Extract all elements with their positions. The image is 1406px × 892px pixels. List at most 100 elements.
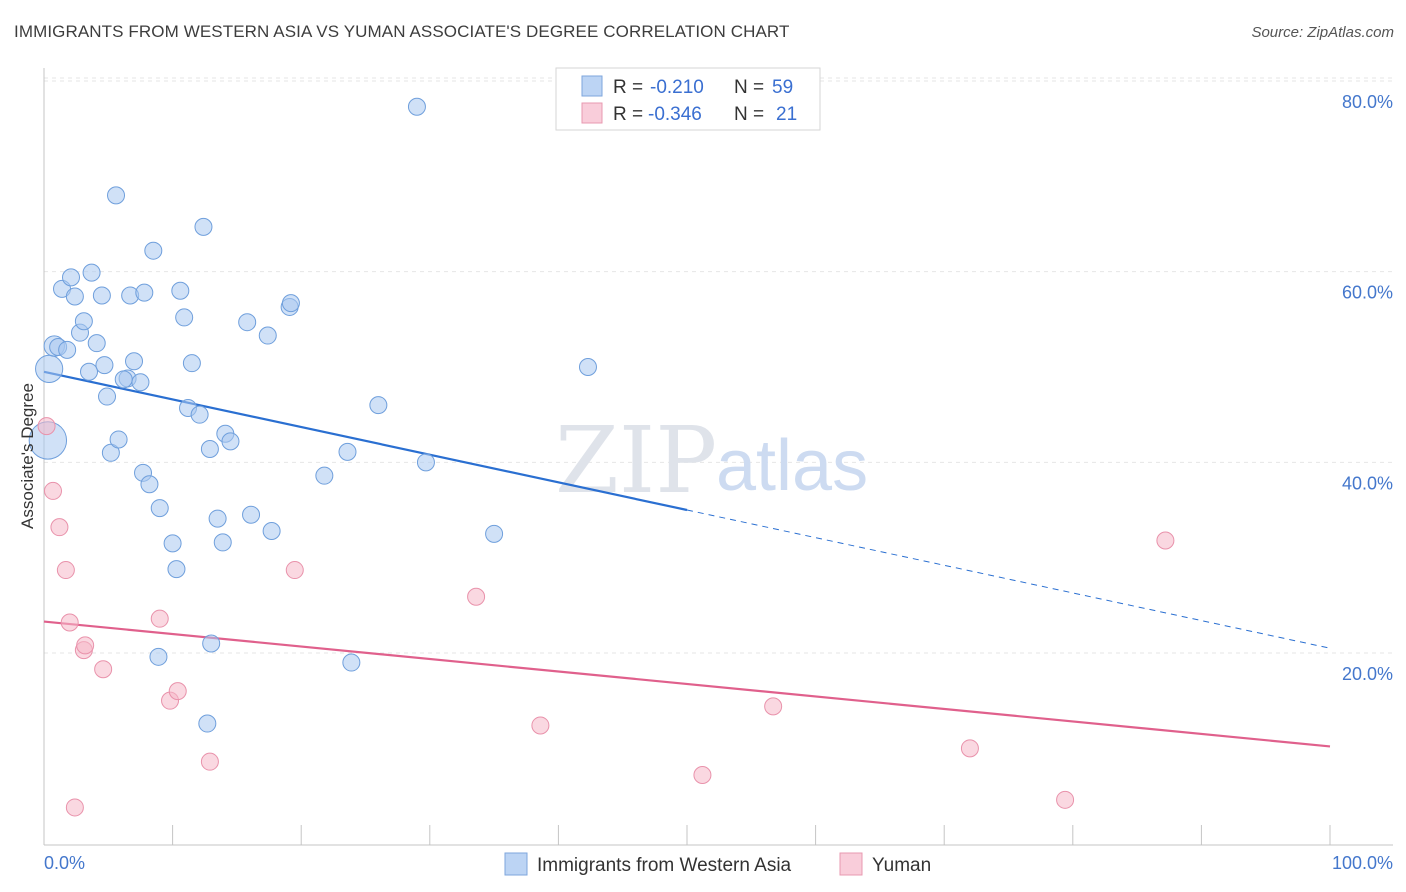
- point-western-asia-23: [131, 373, 150, 392]
- point-yuman-14: [467, 587, 486, 606]
- point-western-asia-50: [369, 396, 388, 415]
- point-yuman-11: [168, 682, 187, 701]
- series-legend-swatch-western-asia: [504, 852, 528, 876]
- point-yuman-2: [50, 518, 69, 537]
- point-yuman-5: [65, 798, 84, 817]
- legend-r-label-2: R =: [613, 104, 643, 125]
- point-western-asia-22: [114, 370, 133, 389]
- point-western-asia-45: [262, 521, 281, 540]
- point-western-asia-26: [140, 475, 159, 494]
- watermark-atlas: atlas: [716, 426, 868, 506]
- point-western-asia-49: [338, 442, 357, 461]
- point-western-asia-24: [135, 283, 154, 302]
- point-western-asia-17: [109, 430, 128, 449]
- point-western-asia-38: [208, 509, 227, 528]
- point-western-asia-58: [342, 653, 361, 672]
- point-yuman-13: [285, 561, 304, 580]
- point-western-asia-44: [258, 326, 277, 345]
- point-western-asia-7: [65, 287, 84, 306]
- point-western-asia-6: [62, 268, 81, 287]
- point-western-asia-29: [163, 534, 182, 553]
- legend-n-value-1: 59: [772, 77, 793, 98]
- legend-n-value-2: 21: [776, 104, 797, 125]
- point-yuman-3: [56, 561, 75, 580]
- trend-lines: [43, 370, 1331, 748]
- point-western-asia-55: [149, 647, 168, 666]
- y-tick-label-20: 20.0%: [1342, 664, 1393, 684]
- point-western-asia-15: [98, 387, 117, 406]
- legend-n-label-2: N =: [734, 104, 764, 125]
- point-western-asia-47: [281, 294, 300, 313]
- legend-swatch-yuman: [581, 102, 603, 124]
- y-tick-label-60: 60.0%: [1342, 283, 1393, 303]
- point-western-asia-18: [107, 186, 126, 205]
- legend-swatch-western-asia: [581, 75, 603, 97]
- point-western-asia-39: [213, 533, 232, 552]
- point-western-asia-52: [416, 453, 435, 472]
- point-western-asia-4: [58, 340, 77, 359]
- point-western-asia-30: [167, 560, 186, 579]
- point-yuman-9: [150, 609, 169, 628]
- point-western-asia-51: [407, 97, 426, 116]
- source-credit: Source: ZipAtlas.com: [1251, 24, 1394, 41]
- legend-r-label-1: R =: [613, 77, 643, 98]
- legend-r-value-2: -0.346: [648, 104, 702, 125]
- point-western-asia-41: [221, 432, 240, 451]
- point-western-asia-28: [150, 499, 169, 518]
- point-yuman-0: [37, 417, 56, 436]
- point-yuman-16: [693, 766, 712, 785]
- watermark-zip: ZIP: [555, 407, 717, 514]
- series-legend: Immigrants from Western Asia Yuman: [504, 852, 931, 876]
- y-tick-labels: 20.0% 40.0% 60.0% 80.0%: [1342, 92, 1393, 684]
- point-yuman-4: [60, 613, 79, 632]
- point-western-asia-14: [95, 356, 114, 375]
- point-yuman-12: [200, 752, 219, 771]
- point-yuman-19: [1056, 790, 1075, 809]
- point-yuman-8: [94, 660, 113, 679]
- point-western-asia-10: [80, 362, 99, 381]
- data-points: [28, 97, 1175, 817]
- point-yuman-7: [76, 636, 95, 655]
- point-western-asia-16: [101, 443, 120, 462]
- point-western-asia-57: [198, 714, 217, 733]
- point-western-asia-11: [82, 263, 101, 282]
- point-yuman-17: [764, 697, 783, 716]
- point-yuman-20: [1156, 531, 1175, 550]
- legend-r-value-1: -0.210: [650, 77, 704, 98]
- series-legend-label-western-asia: Immigrants from Western Asia: [537, 855, 792, 876]
- trend-line-0: [43, 370, 688, 512]
- point-western-asia-12: [87, 334, 106, 353]
- point-yuman-15: [531, 716, 550, 735]
- point-western-asia-54: [578, 358, 597, 376]
- series-legend-label-yuman: Yuman: [872, 855, 931, 876]
- point-western-asia-35: [190, 405, 209, 424]
- point-western-asia-13: [92, 286, 111, 305]
- point-western-asia-20: [125, 352, 144, 371]
- point-western-asia-43: [242, 505, 261, 524]
- point-western-asia-36: [194, 217, 213, 236]
- point-western-asia-34: [182, 354, 201, 373]
- point-western-asia-42: [238, 313, 257, 332]
- chart-title: IMMIGRANTS FROM WESTERN ASIA VS YUMAN AS…: [14, 22, 790, 41]
- x-tick-label-max: 100.0%: [1332, 853, 1393, 873]
- x-tick-label-min: 0.0%: [44, 853, 85, 873]
- x-ticks: [43, 825, 1331, 845]
- series-legend-swatch-yuman: [839, 852, 863, 876]
- legend-n-label-1: N =: [734, 77, 764, 98]
- point-western-asia-56: [202, 634, 221, 653]
- point-yuman-1: [44, 481, 63, 500]
- y-tick-label-80: 80.0%: [1342, 92, 1393, 112]
- point-western-asia-31: [171, 281, 190, 300]
- point-western-asia-48: [315, 466, 334, 485]
- grid-lines: [44, 77, 1393, 654]
- point-western-asia-27: [144, 241, 163, 260]
- trend-line-extension-0: [686, 509, 1331, 649]
- y-axis-title: Associate's Degree: [18, 383, 37, 529]
- point-western-asia-32: [175, 308, 194, 327]
- point-western-asia-1: [35, 354, 64, 384]
- point-yuman-18: [960, 739, 979, 758]
- trend-line-1: [43, 620, 1331, 748]
- point-western-asia-37: [200, 439, 219, 458]
- point-western-asia-9: [74, 312, 93, 331]
